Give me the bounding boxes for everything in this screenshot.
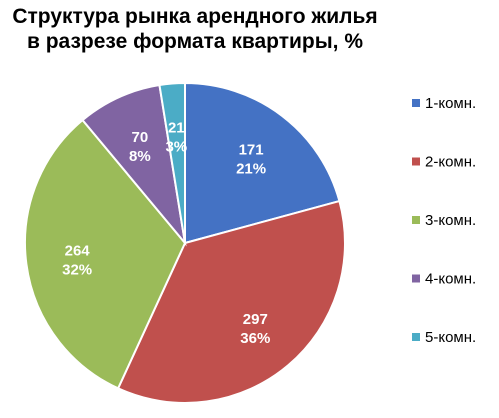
pie-slice-3	[24, 118, 187, 390]
legend-swatch-1	[412, 99, 420, 107]
legend-label-1: 1-комн.	[425, 95, 476, 112]
legend-swatch-3	[412, 216, 420, 224]
legend-label-4: 4-комн.	[425, 271, 476, 288]
legend-swatch-4	[412, 274, 420, 283]
pie-slice-1	[184, 81, 341, 245]
chart-title: Структура рынка арендного жилья в разрез…	[0, 4, 390, 54]
slice-percent-label-3: 32%	[62, 261, 92, 278]
chart-legend: 1-комн. 2-комн. 3-комн. 4-комн. 5-комн.	[412, 95, 476, 346]
slice-value-label-2: 297	[243, 311, 268, 328]
pie-slice-5	[158, 81, 186, 244]
slice-value-label-5: 21	[168, 120, 185, 137]
slice-percent-label-5: 3%	[165, 139, 187, 156]
pie-slice-2	[116, 199, 346, 404]
legend-swatch-5	[412, 333, 420, 341]
slice-percent-label-4: 8%	[129, 148, 151, 165]
pie-slice-labels: 171 21% 297 36% 264 32% 70 8% 21 3%	[62, 120, 270, 347]
slice-percent-label-2: 36%	[240, 330, 270, 347]
slice-value-label-4: 70	[132, 129, 149, 146]
legend-label-5: 5-комн.	[425, 329, 476, 346]
slice-value-label-3: 264	[65, 242, 91, 259]
legend-label-2: 2-комн.	[425, 154, 476, 171]
legend-label-3: 3-комн.	[425, 212, 476, 229]
chart-title-line-1: Структура рынка арендного жилья	[12, 5, 378, 28]
pie-slice-4	[81, 83, 187, 247]
slice-percent-label-1: 21%	[236, 161, 266, 178]
legend-swatch-2	[412, 157, 420, 166]
slice-value-label-1: 171	[239, 142, 264, 159]
chart-title-line-2: в разрезе формата квартиры, %	[26, 30, 363, 53]
pie-slices	[24, 81, 346, 404]
